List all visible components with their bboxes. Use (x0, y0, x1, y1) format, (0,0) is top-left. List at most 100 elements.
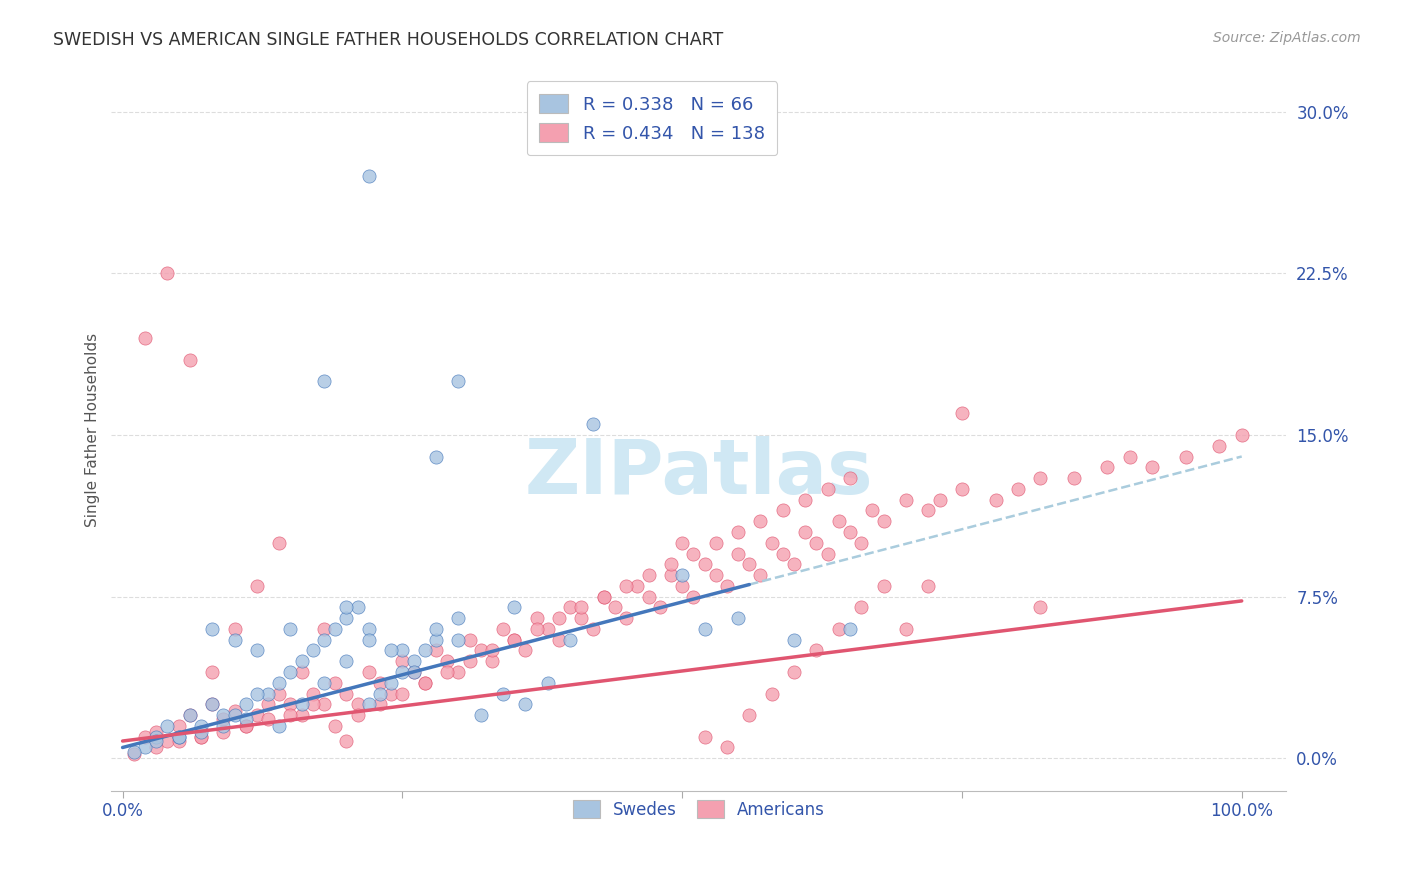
Legend: Swedes, Americans: Swedes, Americans (567, 794, 831, 826)
Point (391, 665, 413, 679)
Point (167, 730, 190, 744)
Point (212, 725, 235, 739)
Point (727, 547, 749, 561)
Point (727, 524, 749, 539)
Point (291, 708, 314, 723)
Point (257, 698, 280, 712)
Point (503, 632, 526, 647)
Point (481, 654, 503, 668)
Point (402, 665, 425, 679)
Point (1029, 471, 1052, 485)
Point (425, 622, 447, 636)
Point (391, 643, 413, 657)
Point (246, 708, 269, 723)
Point (391, 654, 413, 668)
Point (659, 568, 682, 582)
Point (772, 503, 794, 517)
Point (280, 622, 302, 636)
Point (122, 747, 145, 761)
Point (571, 600, 593, 615)
Point (156, 734, 179, 748)
Point (280, 708, 302, 723)
Point (693, 558, 716, 572)
Point (571, 611, 593, 625)
Point (851, 535, 873, 549)
Point (335, 654, 357, 668)
Point (894, 492, 917, 507)
Point (335, 687, 357, 701)
Point (391, 687, 413, 701)
Point (201, 698, 224, 712)
Point (312, 622, 335, 636)
Point (716, 740, 738, 755)
Point (817, 482, 839, 496)
Point (828, 514, 851, 528)
Point (323, 719, 346, 733)
Point (380, 687, 402, 701)
Point (413, 676, 436, 690)
Point (190, 730, 212, 744)
Point (548, 611, 571, 625)
Point (503, 600, 526, 615)
Point (761, 687, 783, 701)
Point (235, 719, 257, 733)
Point (190, 730, 212, 744)
Point (413, 643, 436, 657)
Point (312, 698, 335, 712)
Point (357, 622, 380, 636)
Point (179, 352, 201, 367)
Point (1174, 450, 1197, 464)
Point (851, 600, 873, 615)
Point (312, 374, 335, 388)
Point (1007, 482, 1029, 496)
Point (704, 568, 727, 582)
Point (269, 535, 291, 549)
Point (581, 417, 603, 432)
Point (291, 654, 314, 668)
Point (425, 450, 447, 464)
Point (581, 622, 603, 636)
Point (526, 622, 548, 636)
Point (291, 665, 314, 679)
Point (323, 676, 346, 690)
Point (1230, 428, 1253, 442)
Point (323, 622, 346, 636)
Point (145, 725, 167, 739)
Point (190, 725, 212, 739)
Point (235, 713, 257, 727)
Point (346, 698, 368, 712)
Point (380, 676, 402, 690)
Point (659, 558, 682, 572)
Point (693, 730, 716, 744)
Point (201, 622, 224, 636)
Point (1119, 450, 1142, 464)
Point (212, 708, 235, 723)
Point (749, 514, 772, 528)
Point (783, 632, 806, 647)
Point (839, 622, 862, 636)
Point (526, 611, 548, 625)
Point (671, 568, 693, 582)
Point (280, 665, 302, 679)
Point (560, 632, 582, 647)
Point (537, 676, 560, 690)
Point (335, 600, 357, 615)
Point (235, 719, 257, 733)
Point (368, 698, 391, 712)
Point (560, 600, 582, 615)
Point (481, 643, 503, 657)
Point (291, 698, 314, 712)
Point (134, 730, 156, 744)
Point (156, 266, 179, 280)
Point (257, 687, 280, 701)
Point (548, 632, 571, 647)
Point (368, 676, 391, 690)
Point (1140, 460, 1163, 475)
Point (458, 654, 481, 668)
Point (817, 547, 839, 561)
Point (312, 632, 335, 647)
Point (772, 547, 794, 561)
Point (302, 698, 325, 712)
Point (179, 708, 201, 723)
Point (224, 632, 246, 647)
